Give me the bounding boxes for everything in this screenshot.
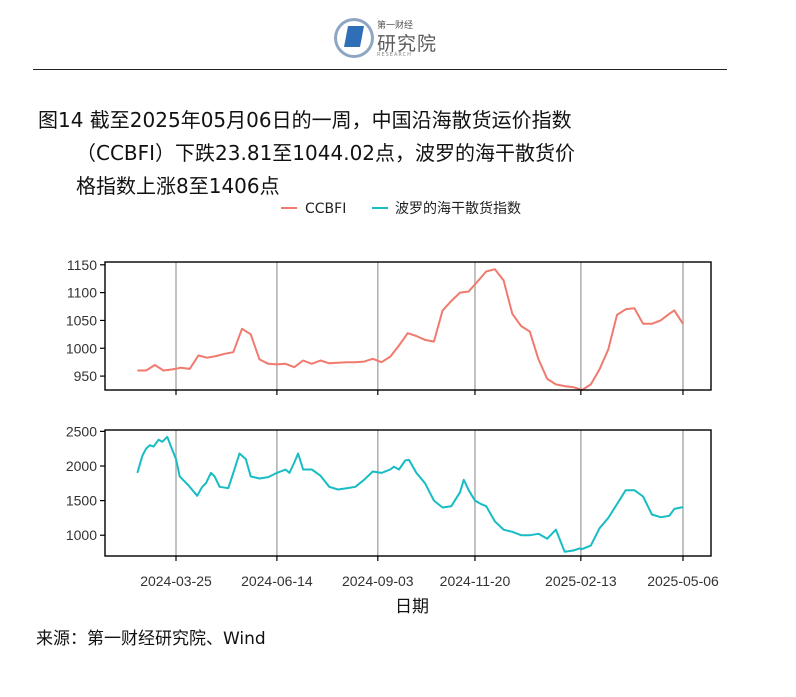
research-logo xyxy=(334,18,374,58)
y-tick-label: 1150 xyxy=(67,257,97,273)
y-tick-label: 2500 xyxy=(66,423,97,439)
bdi-panel: 1000 1500 2000 2500 xyxy=(66,423,712,561)
y-tick-label: 2000 xyxy=(66,458,97,474)
y-tick-label: 1050 xyxy=(66,312,97,328)
logo-text-tiny: RESEARCH xyxy=(377,52,412,58)
x-axis: 2024-03-25 2024-06-14 2024-09-03 2024-11-20… xyxy=(140,573,719,589)
panel-frame xyxy=(104,261,712,391)
x-tick-label: 2024-03-25 xyxy=(140,573,212,589)
header-divider xyxy=(33,69,727,70)
x-tick-label: 2024-09-03 xyxy=(342,573,414,589)
title-line-1: 图14 截至2025年05月06日的一周，中国沿海散货运价指数 xyxy=(38,108,572,132)
y-tick-label: 1000 xyxy=(66,527,97,543)
series-line-0 xyxy=(137,268,684,391)
legend-label-0: CCBFI xyxy=(305,201,346,217)
legend-label-1: 波罗的海干散货指数 xyxy=(395,200,521,217)
y-tick-label: 950 xyxy=(74,368,98,384)
x-tick-label: 2024-06-14 xyxy=(241,573,313,589)
x-tick-label: 2025-02-13 xyxy=(545,573,617,589)
y-tick-label: 1000 xyxy=(66,340,97,356)
title-line-3: 格指数上涨8至1406点 xyxy=(76,174,280,198)
legend: CCBFI 波罗的海干散货指数 xyxy=(281,200,521,217)
x-axis-label: 日期 xyxy=(395,597,429,617)
panel-frame xyxy=(104,429,712,557)
logo-text: 研究院 xyxy=(377,33,438,55)
source-note: 来源：第一财经研究院、Wind xyxy=(36,629,266,649)
x-tick-label: 2025-05-06 xyxy=(647,573,719,589)
ccbfi-panel: 950 1000 1050 1100 1150 xyxy=(66,257,712,395)
logo-text-small: 第一财经 xyxy=(377,21,414,31)
series-line-1 xyxy=(136,435,684,553)
y-tick-label: 1100 xyxy=(67,285,97,301)
figure-title: 图14 截至2025年05月06日的一周，中国沿海散货运价指数 （CCBFI）下… xyxy=(38,104,698,203)
y-tick-label: 1500 xyxy=(66,493,97,509)
x-tick-label: 2024-11-20 xyxy=(440,573,511,589)
title-line-2: （CCBFI）下跌23.81至1044.02点，波罗的海干散货价 xyxy=(76,141,576,165)
